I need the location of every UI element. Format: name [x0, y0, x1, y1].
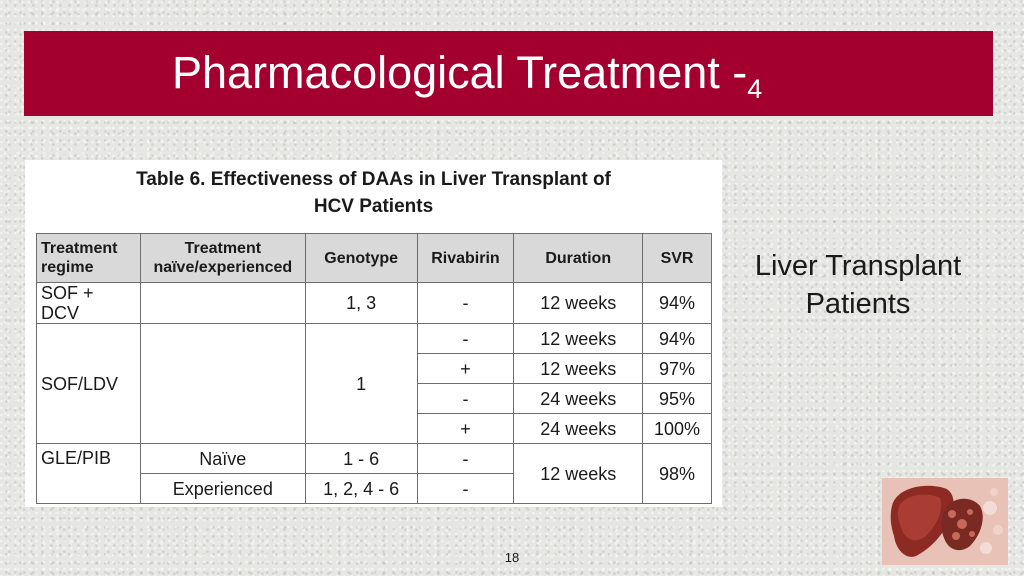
cell-svr: 100% — [642, 413, 712, 444]
cell-rivabirin: - — [416, 323, 515, 354]
cell-rivabirin: + — [416, 353, 515, 384]
title-subscript: 4 — [747, 74, 763, 104]
cell-regime: SOF/LDV — [36, 323, 141, 444]
cell-svr: 95% — [642, 383, 712, 414]
cell-regime: GLE/PIB — [36, 443, 141, 504]
cell-duration: 24 weeks — [513, 383, 644, 414]
cell-svr: 97% — [642, 353, 712, 384]
cell-genotype: 1 - 6 — [304, 443, 418, 474]
header-svr: SVR — [642, 233, 712, 283]
cell-rivabirin: - — [416, 443, 515, 474]
liver-image — [882, 478, 1008, 565]
page-number: 18 — [504, 550, 520, 565]
cell-duration: 12 weeks — [513, 443, 644, 504]
side-label-line1: Liver Transplant — [754, 250, 962, 282]
table-row: SOF/LDV 1 - 12 weeks 94% — [36, 323, 712, 444]
slide-title: Pharmacological Treatment -4 — [172, 47, 763, 104]
cell-rivabirin: + — [416, 413, 515, 444]
cell-duration: 12 weeks — [513, 353, 644, 384]
cell-naive — [139, 323, 306, 444]
title-bar: Pharmacological Treatment -4 — [24, 31, 993, 116]
liver-illustration-icon — [882, 478, 1008, 565]
cell-rivabirin: - — [416, 473, 515, 504]
cell-duration: 24 weeks — [513, 413, 644, 444]
table-caption-line2: HCV Patients — [313, 196, 434, 217]
header-genotype: Genotype — [304, 233, 418, 283]
table-image-panel: Table 6. Effectiveness of DAAs in Liver … — [25, 160, 722, 507]
side-label: Liver Transplant Patients — [727, 247, 989, 323]
cell-naive — [139, 282, 306, 324]
cell-svr: 94% — [642, 282, 712, 324]
cell-rivabirin: - — [416, 282, 515, 324]
cell-svr: 98% — [642, 443, 712, 504]
table-row: SOF + DCV 1, 3 - 12 weeks 94% — [36, 282, 712, 324]
header-duration: Duration — [513, 233, 644, 283]
cell-naive: Experienced — [139, 473, 306, 504]
header-treatment-naive-experienced: Treatment naïve/experienced — [139, 233, 306, 283]
header-treatment-regime: Treatment regime — [36, 233, 141, 283]
cell-genotype: 1, 3 — [304, 282, 418, 324]
cell-genotype: 1, 2, 4 - 6 — [304, 473, 418, 504]
header-rivabirin: Rivabirin — [416, 233, 515, 283]
side-label-line2: Patients — [805, 288, 911, 320]
cell-duration: 12 weeks — [513, 282, 644, 324]
table-caption: Table 6. Effectiveness of DAAs in Liver … — [25, 166, 722, 220]
daa-effectiveness-table: Treatment regime Treatment naïve/experienc… — [36, 233, 712, 504]
cell-naive: Naïve — [139, 443, 306, 474]
table-row: GLE/PIB Naïve 1 - 6 - 12 weeks 98% — [36, 443, 712, 504]
table-row: + 12 weeks 97% — [37, 353, 712, 384]
table-caption-line1: Table 6. Effectiveness of DAAs in Liver … — [136, 169, 611, 190]
cell-regime: SOF + DCV — [36, 282, 141, 324]
cell-rivabirin: - — [416, 383, 515, 414]
cell-svr: 94% — [642, 323, 712, 354]
cell-genotype: 1 — [304, 323, 418, 444]
table-row: Experienced 1, 2, 4 - 6 - — [37, 473, 712, 504]
cell-duration: 12 weeks — [513, 323, 644, 354]
table-header-row: Treatment regime Treatment naïve/experienc… — [36, 233, 712, 283]
